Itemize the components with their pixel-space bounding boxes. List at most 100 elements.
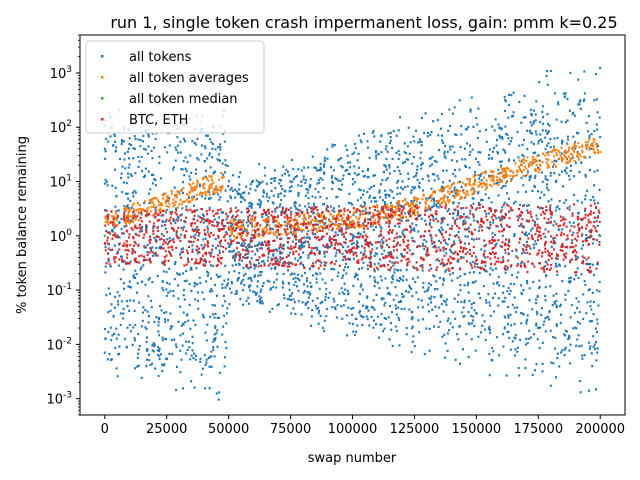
data-point (381, 199, 384, 202)
data-point (500, 261, 503, 264)
data-point (187, 319, 190, 322)
data-point (408, 249, 411, 252)
data-point (481, 182, 484, 185)
data-point (503, 267, 506, 270)
data-point (149, 238, 152, 242)
data-point (388, 237, 391, 241)
data-point (463, 314, 466, 318)
data-point (240, 221, 243, 224)
data-point (411, 340, 414, 343)
data-point (567, 147, 570, 150)
data-point (158, 238, 161, 241)
data-point (214, 337, 217, 340)
data-point (417, 230, 420, 233)
data-point (374, 252, 377, 255)
data-point (144, 215, 147, 218)
data-point (456, 193, 459, 197)
data-point (148, 257, 151, 260)
data-point (288, 216, 291, 219)
data-point (527, 163, 530, 166)
data-point (599, 135, 602, 139)
data-point (584, 194, 587, 197)
data-point (492, 178, 495, 181)
data-point (385, 205, 388, 208)
data-point (546, 186, 549, 189)
data-point (204, 194, 207, 197)
data-point (445, 230, 448, 234)
data-point (107, 331, 110, 334)
data-point (117, 209, 120, 212)
data-point (146, 243, 149, 246)
data-point (136, 201, 139, 205)
data-point (199, 360, 202, 363)
data-point (464, 193, 467, 196)
data-point (457, 209, 460, 212)
data-point (134, 276, 137, 280)
data-point (530, 163, 533, 167)
data-point (138, 210, 141, 214)
data-point (209, 183, 212, 186)
data-point (504, 212, 507, 216)
data-point (281, 264, 284, 267)
data-point (462, 256, 465, 259)
data-point (356, 208, 359, 211)
data-point (272, 177, 275, 180)
data-point (577, 227, 580, 230)
data-point (398, 318, 401, 321)
data-point (505, 132, 508, 136)
data-point (428, 349, 431, 352)
data-point (169, 312, 172, 315)
data-point (596, 216, 599, 219)
data-point (213, 191, 216, 195)
data-point (567, 174, 570, 177)
data-point (133, 240, 136, 244)
data-point (297, 300, 300, 303)
data-point (421, 306, 424, 309)
data-point (349, 232, 352, 236)
data-point (109, 135, 112, 138)
data-point (106, 221, 109, 224)
data-point (107, 287, 110, 290)
data-point (440, 185, 443, 188)
data-point (498, 126, 501, 129)
data-point (258, 295, 261, 298)
data-point (388, 291, 391, 295)
data-point (478, 271, 481, 275)
data-point (345, 314, 348, 317)
data-point (124, 261, 127, 264)
data-point (273, 179, 276, 183)
data-point (201, 367, 204, 370)
data-point (517, 271, 520, 274)
data-point (240, 193, 243, 196)
data-point (330, 223, 333, 226)
data-point (372, 196, 375, 200)
data-point (393, 212, 396, 215)
data-point (497, 297, 500, 300)
data-point (170, 338, 173, 342)
data-point (271, 307, 274, 310)
data-point (317, 220, 320, 223)
data-point (572, 135, 575, 138)
data-point (417, 141, 420, 144)
data-point (509, 174, 512, 178)
data-point (236, 190, 239, 193)
data-point (470, 303, 473, 306)
data-point (195, 143, 198, 146)
data-point (437, 199, 440, 202)
data-point (167, 246, 170, 249)
data-point (219, 190, 222, 193)
data-point (149, 199, 152, 202)
data-point (477, 107, 480, 110)
data-point (288, 295, 291, 298)
data-point (106, 231, 109, 234)
data-point (175, 209, 178, 212)
data-point (592, 345, 595, 348)
data-point (551, 150, 554, 153)
data-point (167, 241, 170, 244)
data-point (260, 247, 263, 250)
data-point (544, 260, 547, 263)
data-point (359, 310, 362, 313)
data-point (574, 255, 577, 258)
data-point (221, 162, 224, 165)
